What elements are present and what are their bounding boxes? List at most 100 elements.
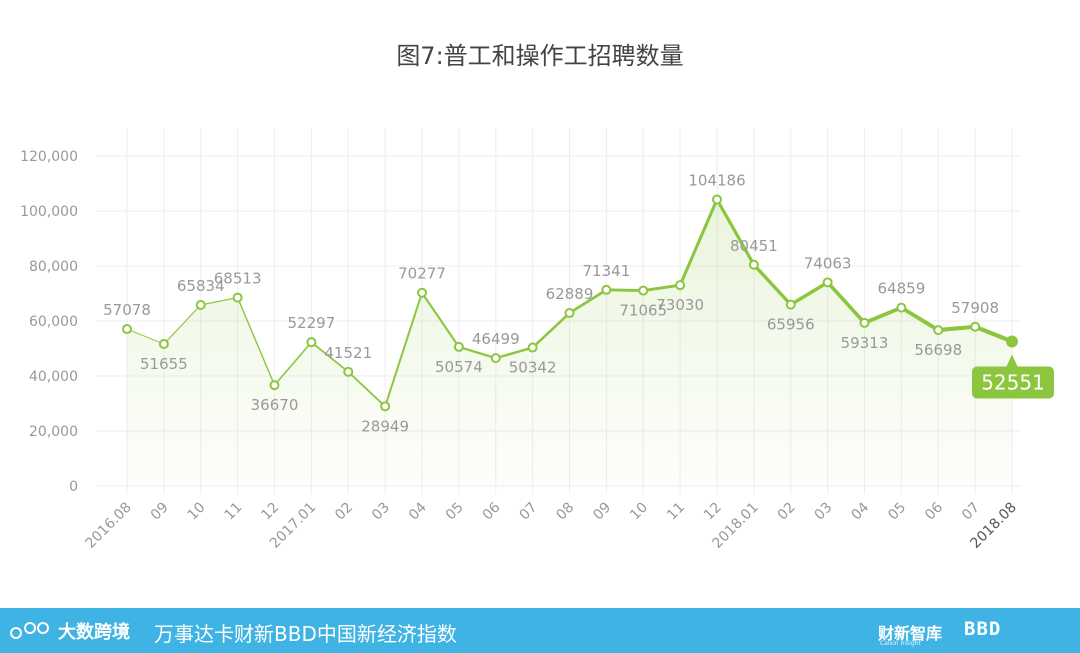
line-segment [641,283,682,293]
data-label: 50574 [435,358,483,376]
data-point [232,292,243,303]
highlight-callout: 52551 [972,354,1054,399]
data-label: 41521 [324,344,372,362]
x-tick-label: 03 [369,500,393,524]
brand-bbd: BBD [964,618,1002,640]
data-label: 71065 [619,302,667,320]
data-label: 65834 [177,277,225,295]
line-segment [273,341,313,386]
x-tick-label: 2016.08 [83,500,135,552]
data-label: 52297 [288,314,336,332]
data-label: 57078 [103,301,151,319]
area-fill [127,199,1012,486]
data-point [859,317,870,328]
area-path [127,199,1012,486]
x-tick-label: 04 [848,499,872,523]
y-tick-label: 0 [69,479,78,495]
data-point [896,302,907,313]
line-segment [163,304,202,345]
x-tick-label: 10 [185,500,209,524]
data-label: 70277 [398,265,446,283]
data-point [748,259,759,270]
data-label: 62889 [546,285,594,303]
dots-logo-icon [10,622,49,639]
data-point [933,325,944,336]
data-label: 74063 [804,254,852,272]
data-point [490,353,501,364]
data-point [343,366,354,377]
line-segment [236,296,276,386]
brand-caixin: 财新智库 [878,624,943,643]
line-segment [825,280,867,325]
line-segment [310,341,350,373]
line-segment [457,345,497,360]
footer-index-title: 万事达卡财新BBD中国新经济指数 [154,622,457,646]
chart-title: 图7:普工和操作工招聘数量 [396,42,684,70]
callout-pointer [1006,354,1018,368]
data-point [785,299,796,310]
data-label: 68513 [214,270,262,288]
data-label: 64859 [878,280,926,298]
data-point [970,321,981,332]
x-tick-label: 07 [959,500,983,524]
data-point [158,338,169,349]
data-point [269,380,280,391]
line-segment [126,328,165,345]
data-label: 73030 [656,296,704,314]
line-segment [420,291,460,348]
x-tick-label: 11 [222,500,246,524]
data-point [638,285,649,296]
x-tick-label: 12 [701,500,725,524]
x-tick-label: 06 [922,499,946,523]
footer-bar: 大数跨境 万事达卡财新BBD中国新经济指数 财新智库 Caixin Insigh… [0,608,1080,653]
line-segment [604,288,645,292]
line-segment [568,288,608,315]
data-label: 51655 [140,355,188,373]
x-tick-label: 10 [627,500,651,524]
brand-caixin-sub: Caixin Insight [880,640,921,647]
line-segment [789,280,830,307]
data-point [453,341,464,352]
x-tick-label: 05 [443,500,467,524]
data-label: 59313 [841,334,889,352]
data-label: 46499 [472,330,520,348]
line-segment [973,324,1015,344]
x-tick-label: 06 [480,499,504,523]
data-label: 56698 [914,341,962,359]
callout-value: 52551 [981,370,1045,394]
data-point [306,337,317,348]
line-segment [531,311,571,349]
data-point [380,401,391,412]
data-point [675,280,686,291]
x-tick-label: 12 [258,500,282,524]
y-tick-label: 40,000 [29,369,78,385]
data-label: 65956 [767,316,815,334]
x-tick-label: 05 [885,500,909,524]
x-tick-label: 11 [664,500,688,524]
line-segment [715,197,756,267]
data-point [601,284,612,295]
footer-logo-text: 大数跨境 [58,622,130,643]
data-label: 104186 [688,171,745,189]
x-tick-label: 07 [517,500,541,524]
y-axis-ticks: 0 20,000 40,000 60,000 80,000 100,000 120,000 [20,149,78,495]
data-point [527,342,538,353]
x-tick-label: 08 [553,500,577,524]
data-label: 50342 [509,359,557,377]
x-tick-label: 04 [406,499,430,523]
data-point [822,277,833,288]
data-point [122,324,132,335]
series-line [126,197,1015,408]
y-tick-label: 20,000 [29,424,78,440]
data-label: 36670 [251,396,299,414]
data-points [122,194,1018,412]
data-label: 71341 [583,262,631,280]
line-segment [200,296,239,306]
data-point [417,287,427,298]
line-segment [384,291,423,408]
data-point-highlight [1006,335,1018,348]
line-segment [678,197,719,287]
line-segment [862,305,904,325]
